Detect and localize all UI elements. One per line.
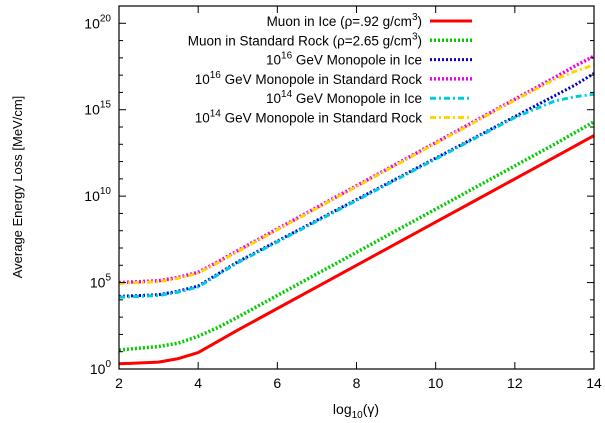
y-tick-label: 100 [90,359,112,377]
x-tick-label: 12 [507,375,523,391]
legend: Muon in Ice (ρ=.92 g/cm3) Muon in Standar… [188,12,472,126]
y-tick-label: 105 [90,273,112,291]
x-axis-label: log10(γ) [333,401,379,421]
legend-label-1: Muon in Ice (ρ=.92 g/cm3) [267,12,422,29]
series-line-4 [118,54,595,285]
y-tick-label: 1015 [84,100,111,118]
series-line-6 [118,63,595,285]
x-tick-label: 10 [428,375,444,391]
legend-label-2: Muon in Standard Rock (ρ=2.65 g/cm3) [188,31,422,48]
x-tick-label: 6 [273,375,281,391]
x-tick-label: 2 [115,375,123,391]
legend-label-5: 1014 GeV Monopole in Ice [266,89,422,106]
x-tick-label: 14 [586,375,602,391]
y-tick-label: 1020 [84,13,111,31]
x-tick-label: 4 [194,375,202,391]
axis-ticks: 2 4 6 8 10 12 14 100 105 1010 1015 1020 [84,5,602,391]
x-axis-label-subscript: 10 [352,410,364,421]
series-line-5 [118,92,595,299]
x-tick-label: 8 [353,375,361,391]
legend-label-6: 1014 GeV Monopole in Standard Rock [195,109,423,126]
y-tick-label: 1010 [84,186,111,204]
series-line-2 [118,120,595,352]
legend-label-4: 1016 GeV Monopole in Standard Rock [195,70,423,87]
legend-label-3: 1016 GeV Monopole in Ice [266,51,422,68]
y-axis-label: Average Energy Loss [MeV/cm] [10,96,25,279]
series-line-1 [118,134,595,366]
series-curves [118,54,595,366]
